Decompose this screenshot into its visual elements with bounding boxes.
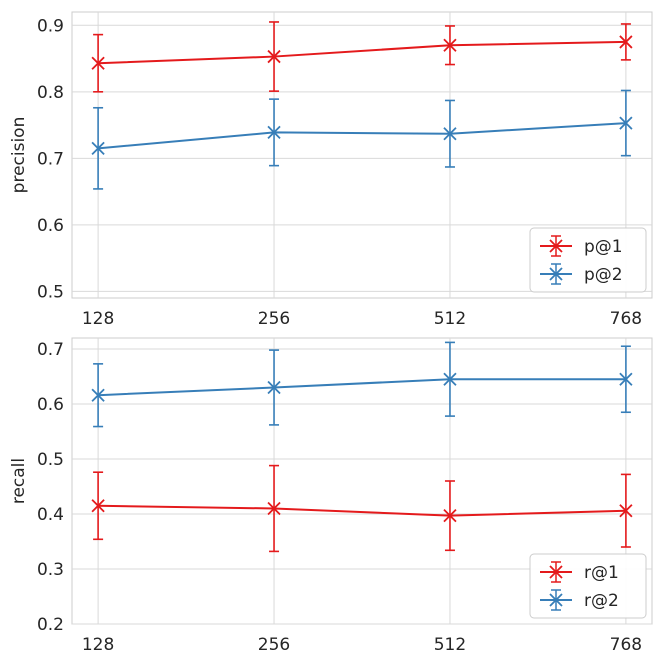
- y-tick-label: 0.5: [37, 450, 64, 470]
- y-tick-label: 0.5: [37, 282, 64, 302]
- series-line: [98, 378, 626, 397]
- y-tick-label: 0.6: [37, 216, 64, 236]
- data-point-marker: [267, 49, 281, 64]
- y-tick-label: 0.8: [37, 83, 64, 103]
- y-tick-label: 0.7: [37, 340, 64, 360]
- series-r@2: [91, 341, 633, 428]
- y-tick-label: 0.6: [37, 395, 64, 415]
- x-tick-label: 768: [610, 635, 642, 655]
- series-p@1: [91, 21, 633, 93]
- y-axis-label: recall: [9, 458, 29, 504]
- y-tick-label: 0.7: [37, 149, 64, 169]
- series-r@1: [91, 464, 633, 553]
- y-tick-label: 0.2: [37, 615, 64, 635]
- x-tick-label: 128: [82, 635, 114, 655]
- legend-entry-p@2: p@2: [540, 263, 623, 285]
- data-point-marker: [443, 38, 457, 52]
- legend-marker: [549, 239, 563, 253]
- series-line: [98, 122, 626, 150]
- data-point-marker: [91, 499, 105, 513]
- legend-marker: [549, 565, 563, 579]
- series-line: [98, 40, 626, 65]
- data-point-marker: [91, 388, 105, 402]
- legend-label: r@2: [584, 591, 619, 611]
- y-axis-label: precision: [9, 117, 29, 194]
- series-line: [98, 504, 626, 517]
- data-point-marker: [619, 372, 633, 386]
- legend-marker: [549, 267, 563, 281]
- data-point-marker: [91, 141, 105, 155]
- x-tick-label: 768: [610, 309, 642, 329]
- data-point-marker: [443, 509, 457, 523]
- data-point-marker: [619, 35, 633, 49]
- legend-label: p@1: [584, 237, 623, 257]
- y-tick-label: 0.4: [37, 505, 64, 525]
- x-tick-label: 256: [258, 309, 290, 329]
- legend-label: p@2: [584, 265, 623, 285]
- y-tick-label: 0.9: [37, 16, 64, 36]
- legend-entry-r@2: r@2: [540, 589, 619, 611]
- y-tick-label: 0.3: [37, 560, 64, 580]
- data-point-marker: [267, 125, 281, 140]
- legend-entry-r@1: r@1: [540, 561, 619, 583]
- x-tick-label: 128: [82, 309, 114, 329]
- x-tick-label: 512: [434, 635, 466, 655]
- legend: r@1r@2: [529, 553, 647, 619]
- data-point-marker: [443, 372, 457, 386]
- legend-entry-p@1: p@1: [540, 235, 623, 257]
- data-point-marker: [267, 380, 281, 395]
- data-point-marker: [619, 504, 633, 518]
- data-point-marker: [619, 116, 633, 130]
- legend-marker: [549, 593, 563, 607]
- x-tick-label: 256: [258, 635, 290, 655]
- data-point-marker: [267, 501, 281, 516]
- legend-label: r@1: [584, 563, 619, 583]
- x-tick-label: 512: [434, 309, 466, 329]
- data-point-marker: [91, 56, 105, 70]
- data-point-marker: [443, 127, 457, 141]
- legend: p@1p@2: [529, 227, 647, 293]
- series-p@2: [91, 89, 633, 190]
